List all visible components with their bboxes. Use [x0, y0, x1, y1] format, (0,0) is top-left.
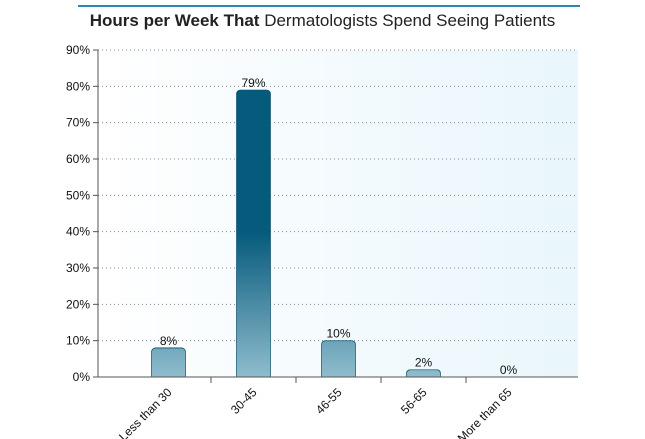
bar-4	[407, 370, 441, 381]
chart-title-rest: Dermatologists Spend Seeing Patients	[264, 11, 556, 30]
chart-title: Hours per Week That Dermatologists Spend…	[0, 10, 645, 32]
x-tick-label: Less than 30	[116, 385, 175, 439]
bar-3	[322, 341, 356, 381]
x-tick-label: 56-65	[398, 385, 430, 417]
bar-1	[152, 348, 186, 381]
y-tick-label: 70%	[66, 116, 90, 130]
y-tick-label: 10%	[66, 334, 90, 348]
x-tick-label: More than 65	[455, 385, 515, 439]
bar-2	[237, 90, 271, 381]
y-tick-label: 80%	[66, 79, 90, 93]
chart-title-bold: Hours per Week That	[89, 11, 260, 30]
title-rule	[78, 5, 580, 7]
y-tick-label: 50%	[66, 188, 90, 202]
data-label: 10%	[326, 327, 350, 341]
y-tick-label: 90%	[66, 43, 90, 57]
data-label: 0%	[500, 363, 518, 377]
x-tick-label: 30-45	[228, 385, 260, 417]
y-tick-label: 60%	[66, 152, 90, 166]
data-label: 2%	[415, 356, 433, 370]
y-tick-label: 30%	[66, 261, 90, 275]
data-label: 79%	[241, 76, 265, 90]
data-label: 8%	[160, 334, 178, 348]
x-tick-label: 46-55	[313, 385, 345, 417]
plot-area	[98, 50, 578, 377]
y-tick-label: 20%	[66, 297, 90, 311]
y-tick-label: 40%	[66, 225, 90, 239]
y-tick-label: 0%	[73, 370, 91, 384]
